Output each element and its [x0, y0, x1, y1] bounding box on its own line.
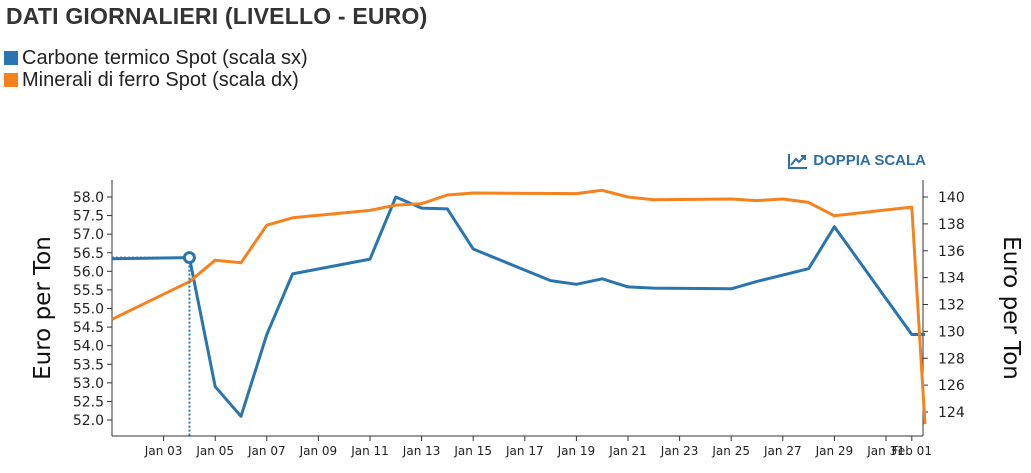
y-right-tick-label: 128: [938, 351, 965, 367]
series-line-iron-ore: [111, 188, 927, 425]
x-tick-label: Jan 31: [866, 444, 905, 458]
page-title: DATI GIORNALIERI (LIVELLO - EURO): [6, 3, 428, 29]
legend-swatch-iron-ore: [4, 73, 18, 87]
y-left-tick-label: 52.5: [73, 394, 104, 410]
x-tick-label: Jan 21: [608, 444, 647, 458]
y-left-tick-label: 54.5: [73, 320, 104, 336]
x-tick-label: Jan 27: [763, 444, 802, 458]
x-tick-label: Jan 11: [350, 444, 389, 458]
y-right-tick-label: 126: [938, 378, 965, 394]
y-axis-right-title: Euro per Ton: [998, 236, 1024, 380]
y-right-tick-label: 124: [938, 405, 965, 421]
chart-legend: Carbone termico Spot (scala sx) Minerali…: [4, 47, 308, 91]
x-tick-label: Jan 29: [815, 444, 854, 458]
series-line-coal: [111, 195, 925, 418]
y-left-tick-label: 58.0: [73, 190, 104, 206]
dual-scale-button[interactable]: DOPPIA SCALA: [788, 152, 926, 169]
x-tick-label: Jan 07: [247, 444, 286, 458]
x-tick-label: Feb 01: [892, 444, 932, 458]
y-left-tick-label: 54.0: [73, 339, 104, 355]
y-left-tick-label: 55.0: [73, 302, 104, 318]
y-left-tick-label: 53.5: [73, 357, 104, 373]
y-right-tick-label: 132: [938, 298, 965, 314]
x-tick-label: Jan 19: [557, 444, 596, 458]
y-left-tick-label: 55.5: [73, 283, 104, 299]
line-chart-icon: [788, 153, 808, 169]
y-right-tick-label: 138: [938, 217, 965, 233]
x-tick-label: Jan 23: [660, 444, 699, 458]
y-right-tick-label: 140: [938, 190, 965, 206]
y-left-tick-label: 52.0: [73, 413, 104, 429]
x-tick-label: Jan 15: [453, 444, 492, 458]
legend-item-coal[interactable]: Carbone termico Spot (scala sx): [4, 47, 308, 69]
hover-marker[interactable]: [182, 251, 196, 265]
legend-label-iron-ore: Minerali di ferro Spot (scala dx): [22, 69, 299, 91]
y-left-tick-label: 53.0: [73, 376, 104, 392]
y-left-tick-label: 56.0: [73, 264, 104, 280]
x-tick-label: Jan 25: [711, 444, 750, 458]
x-tick-label: Jan 13: [402, 444, 441, 458]
y-right-tick-label: 136: [938, 244, 965, 260]
x-tick-label: Jan 03: [144, 444, 183, 458]
x-tick-label: Jan 17: [505, 444, 544, 458]
y-left-tick-label: 57.0: [73, 227, 104, 243]
legend-label-coal: Carbone termico Spot (scala sx): [22, 47, 308, 69]
legend-item-iron-ore[interactable]: Minerali di ferro Spot (scala dx): [4, 69, 308, 91]
y-left-tick-label: 57.5: [73, 209, 104, 225]
y-left-tick-label: 56.5: [73, 246, 104, 262]
y-right-tick-label: 130: [938, 324, 965, 340]
legend-swatch-coal: [4, 51, 18, 65]
x-tick-label: Jan 05: [195, 444, 234, 458]
y-axis-left-title: Euro per Ton: [30, 236, 56, 380]
dual-scale-label: DOPPIA SCALA: [813, 152, 926, 169]
x-tick-label: Jan 09: [299, 444, 338, 458]
y-right-tick-label: 134: [938, 271, 965, 287]
